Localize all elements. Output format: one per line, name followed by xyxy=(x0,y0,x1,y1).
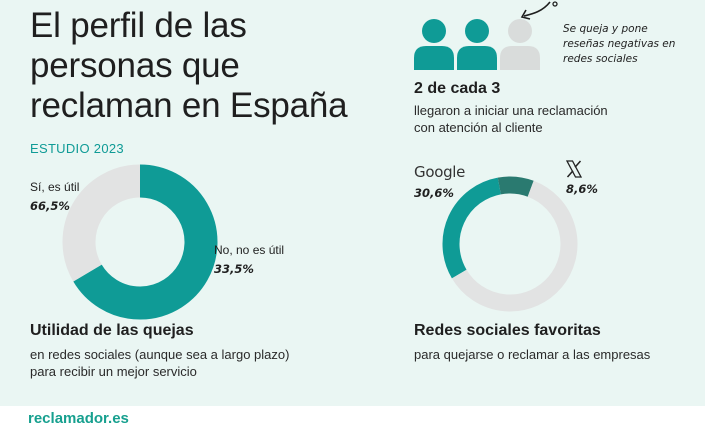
donut-slice-0 xyxy=(442,177,502,279)
networks-description: para quejarse o reclamar a las empresas xyxy=(414,347,651,362)
usefulness-description-line: para recibir un mejor servicio xyxy=(30,364,197,379)
page-title: El perfil de las personas que reclaman e… xyxy=(30,6,348,125)
usefulness-description-line: en redes sociales (aunque sea a largo pl… xyxy=(30,347,290,362)
brand-logo[interactable]: reclamador.es xyxy=(28,410,129,427)
usefulness-yes-text: Sí, es útil xyxy=(30,180,80,194)
people-description-line: con atención al cliente xyxy=(414,120,543,135)
footer-bar xyxy=(0,406,705,430)
people-stat: 2 de cada 3 xyxy=(414,80,501,97)
curved-arrow-icon xyxy=(520,1,558,20)
networks-donut-chart xyxy=(442,176,578,312)
donut-slice-1 xyxy=(62,164,141,282)
usefulness-donut-chart xyxy=(62,164,218,320)
people-note-line: reseñas negativas en xyxy=(563,38,676,50)
donut-slice-1 xyxy=(497,176,534,197)
person-icon xyxy=(457,19,497,70)
x-logo-icon xyxy=(565,160,583,178)
usefulness-heading: Utilidad de las quejas xyxy=(30,322,194,339)
people-note-line: redes sociales xyxy=(563,53,638,65)
people-note: Se queja y pone reseñas negativas en red… xyxy=(563,22,703,67)
people-icons xyxy=(414,19,540,70)
people-description-line: llegaron a iniciar una reclamación xyxy=(414,103,608,118)
donut-slice-2 xyxy=(451,180,578,312)
person-icon xyxy=(500,19,540,70)
x-value: 8,6% xyxy=(566,182,598,196)
google-value: 30,6% xyxy=(414,186,454,200)
usefulness-no-label: No, no es útil 33,5% xyxy=(214,243,284,276)
usefulness-no-value: 33,5% xyxy=(214,262,254,276)
usefulness-no-text: No, no es útil xyxy=(214,243,285,257)
donut-slice-0 xyxy=(73,164,218,320)
google-logo: Google xyxy=(414,163,466,181)
people-note-line: Se queja y pone xyxy=(563,23,648,35)
people-description: llegaron a iniciar una reclamación con a… xyxy=(414,102,608,136)
usefulness-description: en redes sociales (aunque sea a largo pl… xyxy=(30,346,289,380)
usefulness-yes-value: 66,5% xyxy=(30,199,70,213)
study-label: ESTUDIO 2023 xyxy=(30,141,124,156)
person-icon xyxy=(414,19,454,70)
usefulness-yes-label: Sí, es útil 66,5% xyxy=(30,180,79,213)
networks-heading: Redes sociales favoritas xyxy=(414,322,601,339)
